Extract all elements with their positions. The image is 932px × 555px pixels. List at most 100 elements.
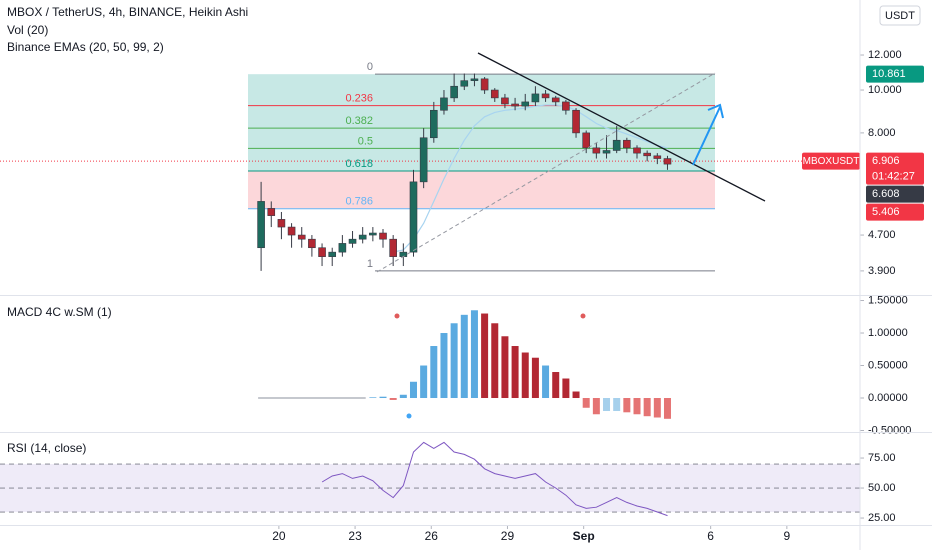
y-tick-label: 4.700: [868, 229, 896, 241]
rsi-band: [0, 464, 860, 513]
price-label-box: [866, 152, 924, 185]
histogram-bar: [592, 398, 600, 415]
candle-body: [460, 80, 469, 87]
candle-body: [653, 155, 662, 159]
symbol-label: MBOXUSDT: [803, 156, 860, 167]
candle-body: [430, 109, 438, 139]
candle-body: [348, 238, 357, 244]
price-label: 10.861: [872, 68, 906, 80]
histogram-bar: [430, 346, 438, 399]
candle-body: [551, 97, 560, 103]
x-tick-label: 26: [425, 529, 439, 543]
histogram-bar: [440, 333, 448, 399]
y-tick-label: 50.00: [868, 482, 896, 494]
y-tick-label: 0.50000: [868, 359, 908, 371]
x-tick-label: 20: [272, 529, 286, 543]
histogram-bar: [582, 398, 590, 408]
pane-title: MACD 4C w.SM (1): [7, 305, 112, 319]
histogram-bar: [653, 398, 661, 418]
candle-body: [643, 152, 651, 157]
candle-body: [369, 232, 377, 236]
candle-body: [521, 101, 530, 107]
price-label-box: [866, 185, 924, 203]
histogram-bar: [399, 394, 407, 399]
currency[interactable]: USDT: [885, 10, 915, 22]
candle-body: [419, 137, 428, 183]
histogram-bar: [450, 323, 458, 399]
histogram-bar: [501, 336, 509, 399]
candle-body: [308, 238, 316, 249]
candle-body: [633, 147, 641, 154]
fib-label: 0: [367, 61, 373, 73]
fib-label: 0.236: [345, 93, 373, 105]
y-tick-label: 0.00000: [868, 392, 908, 404]
histogram-bar: [531, 357, 539, 399]
histogram-bar: [460, 314, 468, 399]
candle-body: [592, 147, 601, 154]
fib-trend-line: [376, 72, 716, 273]
candle-body: [470, 78, 479, 81]
histogram-bar: [511, 346, 519, 399]
indicator-label: Binance EMAs (20, 50, 99, 2): [7, 40, 164, 54]
ema-line: [393, 104, 668, 253]
candle-body: [623, 139, 631, 149]
price-label: 5.406: [872, 206, 900, 218]
rsi-line: [321, 441, 668, 517]
x-tick-label: 9: [784, 529, 791, 543]
candle-body: [257, 201, 265, 249]
histogram-bar: [420, 365, 428, 399]
candle-body: [612, 139, 621, 151]
histogram-bar: [623, 398, 631, 413]
candle-body: [450, 85, 458, 99]
candle-body: [287, 226, 296, 236]
histogram-bar: [663, 398, 671, 419]
histogram-bar: [409, 381, 417, 399]
y-tick-label: -0.50000: [868, 424, 911, 436]
candle-body: [541, 93, 550, 99]
marks: 20 23 26 29 Sep 6 9 0 0.236 0.382 0.5 0.618 0.786 1 12…: [0, 49, 924, 543]
x-tick-label: 6: [707, 529, 714, 543]
price-label: 6.906: [872, 155, 900, 167]
fib-label: 0.618: [345, 158, 373, 170]
candle-body: [338, 243, 347, 253]
candle-body: [511, 103, 519, 107]
histogram-bar: [491, 323, 499, 399]
price-label: 6.608: [872, 188, 900, 200]
candle-body: [358, 234, 367, 240]
y-tick-label: 8.000: [868, 127, 896, 139]
fib-label: 0.5: [358, 135, 373, 147]
candle-body: [267, 208, 276, 216]
histogram-bar: [552, 372, 560, 399]
y-tick-label: 75.00: [868, 452, 896, 464]
indicator-label: Vol (20): [7, 23, 48, 37]
candle-body: [379, 232, 387, 240]
candle-body: [409, 181, 418, 253]
candle-body: [389, 238, 397, 257]
currency-box[interactable]: [879, 5, 921, 26]
signal-dot: [406, 413, 412, 419]
signal-dot: [394, 313, 400, 319]
x-tick-label: 29: [501, 529, 515, 543]
symbol-box: [802, 152, 860, 170]
candle-body: [562, 101, 570, 111]
candle-body: [318, 247, 326, 257]
histogram-bar: [521, 352, 529, 399]
x-tick-label: 23: [348, 529, 362, 543]
candle-body: [531, 93, 540, 103]
signal-dot: [580, 313, 586, 319]
candle-body: [328, 251, 337, 257]
arrow: [692, 103, 724, 166]
countdown: 01:42:27: [872, 171, 915, 183]
y-tick-label: 25.00: [868, 512, 896, 524]
candle-body: [572, 109, 580, 134]
histogram-bar: [379, 396, 387, 399]
chart-title: MBOX / TetherUS, 4h, BINANCE, Heikin Ash…: [7, 5, 248, 19]
fib-label: 0.382: [345, 115, 373, 127]
trend-line: [477, 52, 766, 202]
histogram-bar: [643, 398, 651, 417]
candle-body: [602, 150, 611, 154]
histogram-bar: [369, 397, 377, 399]
